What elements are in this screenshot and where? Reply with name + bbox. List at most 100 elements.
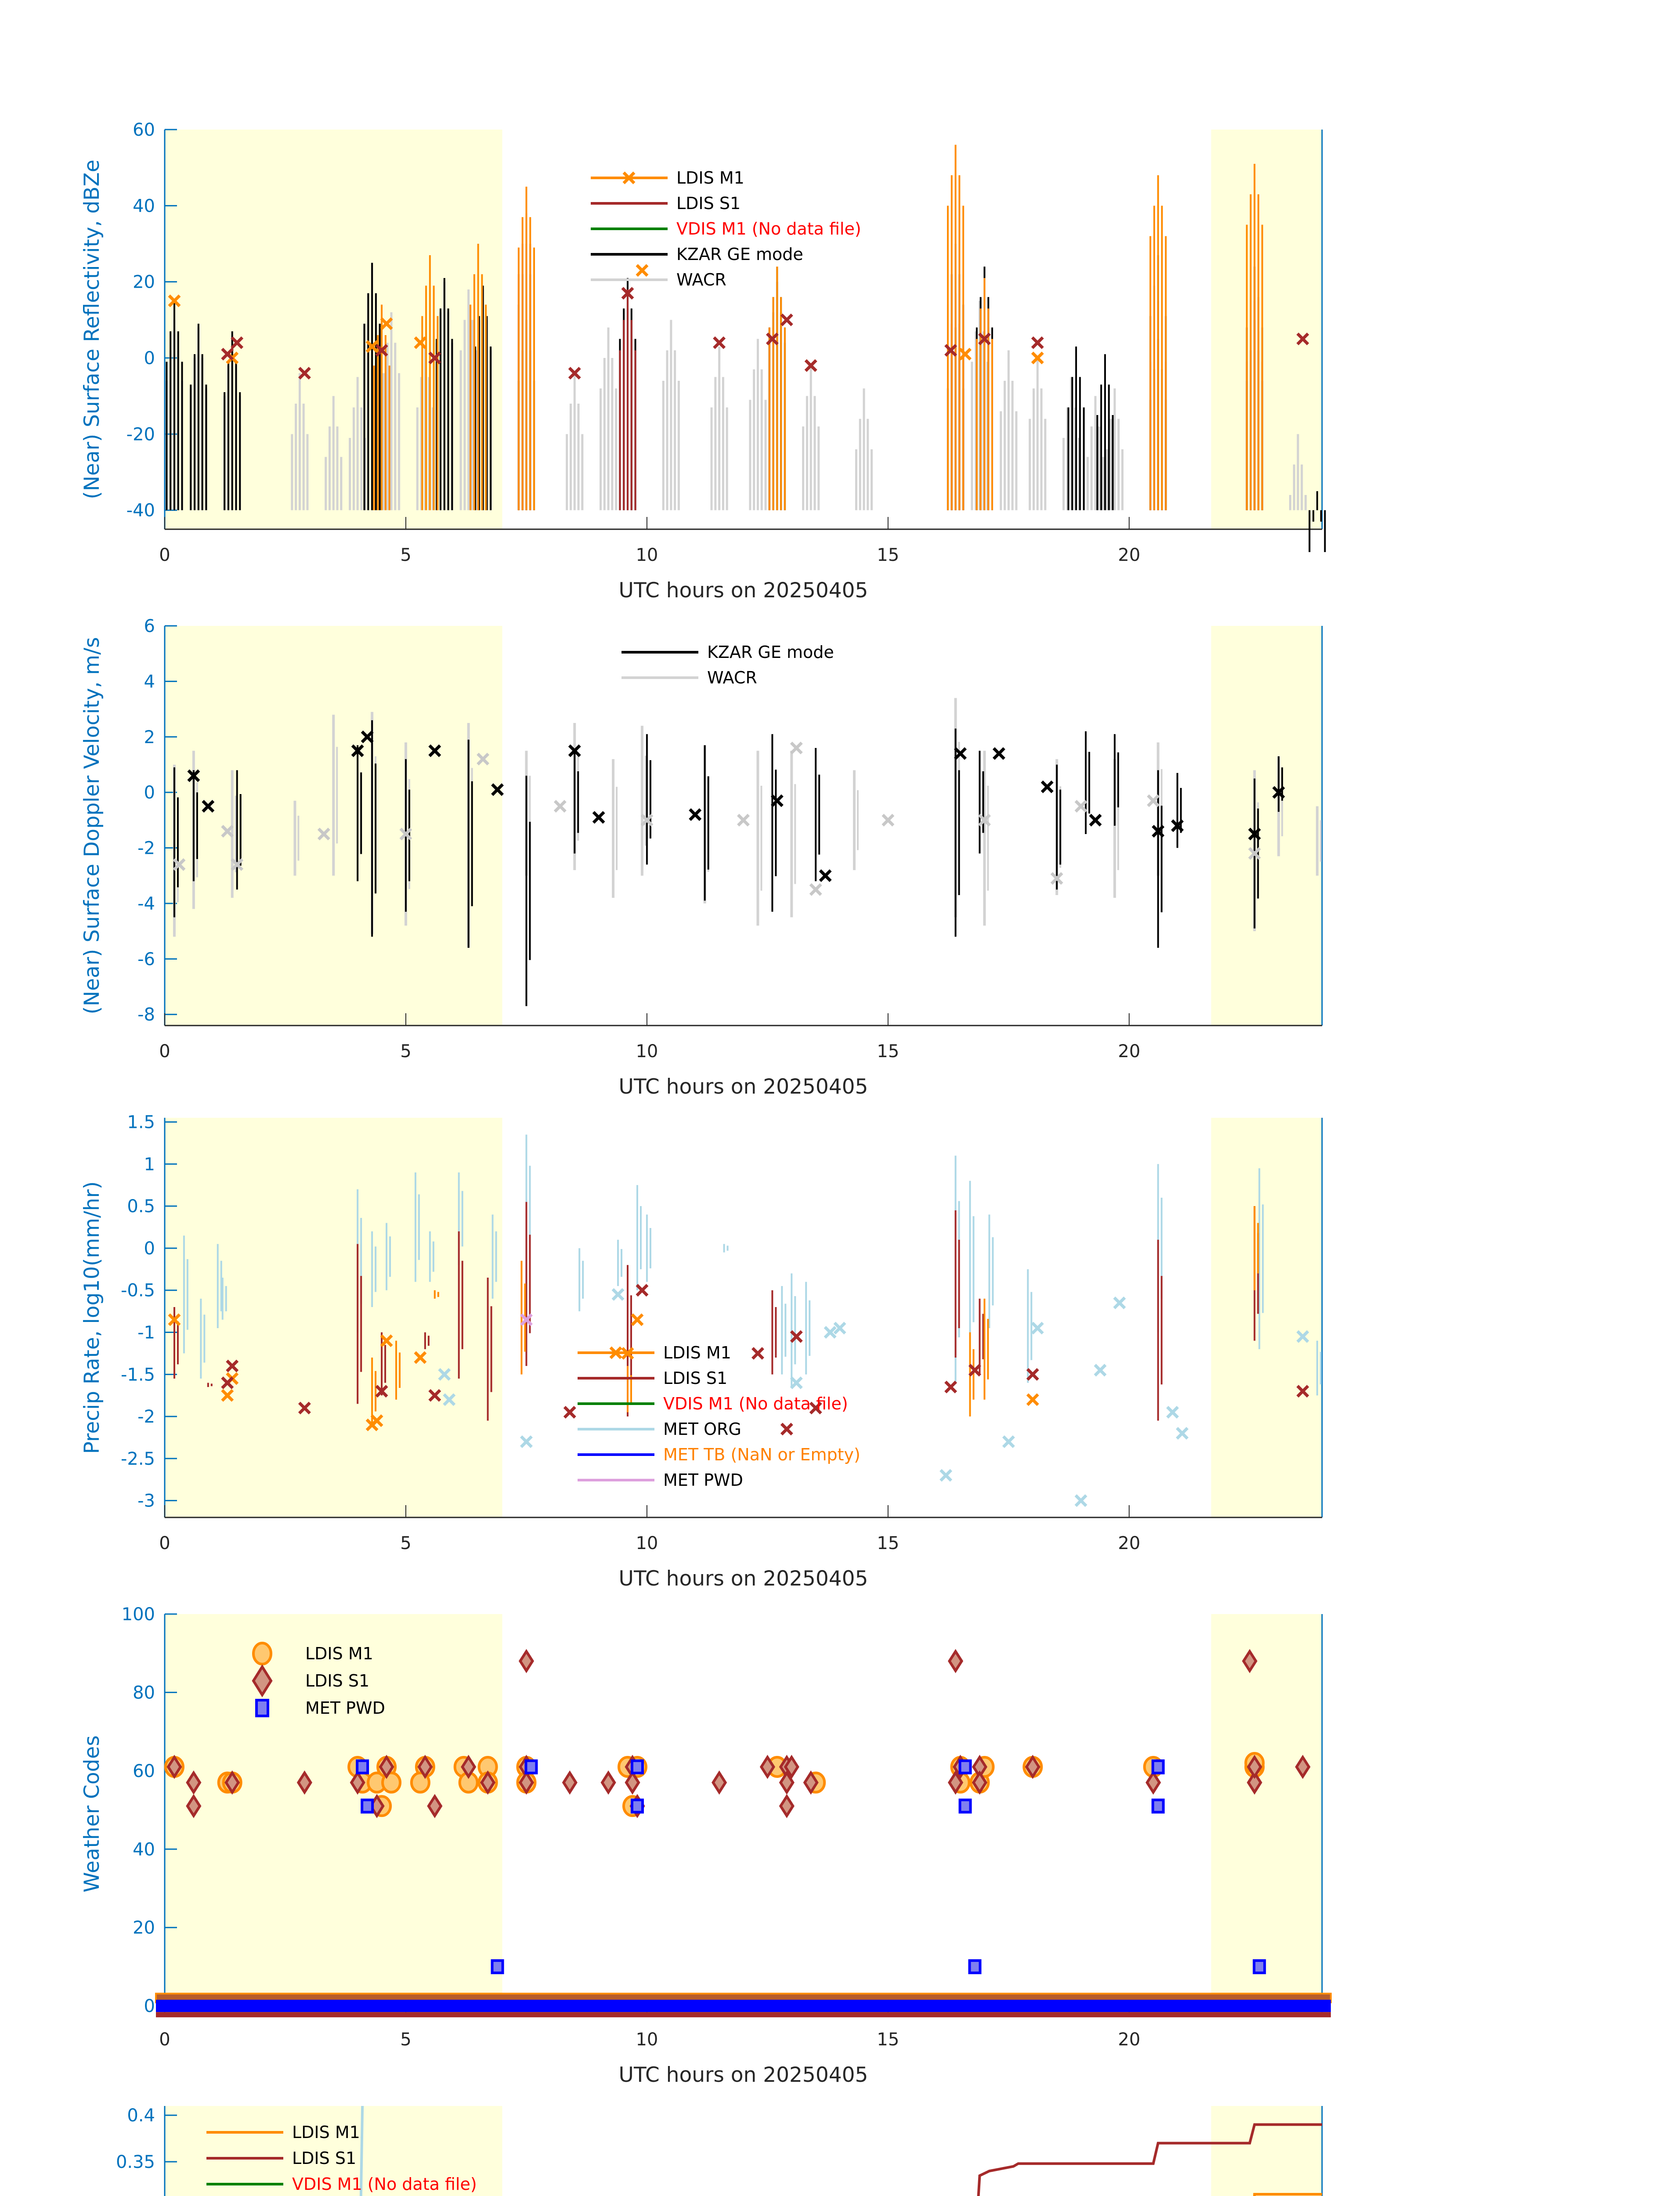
x-tick-label: 15 [877,1533,899,1553]
y-tick-label: 0.4 [127,2106,155,2126]
diamond-marker [1295,1755,1311,1779]
y-tick-label: -40 [126,501,155,521]
night-shade-band [1211,2106,1322,2196]
x-marker [1248,847,1261,860]
x-marker [689,808,702,821]
legend-item: LDIS S1 [206,2149,356,2168]
legend-label: VDIS M1 (No data file) [292,2174,477,2194]
x-marker [1074,1494,1087,1507]
legend-item: LDIS M1 [578,1343,731,1362]
diamond-marker [712,1770,727,1795]
diamond-marker [948,1770,964,1795]
legend-label: LDIS M1 [663,1343,731,1362]
y-tick-label: -2 [137,838,155,859]
square-marker [1151,1759,1165,1774]
legend-label: LDIS M1 [305,1644,373,1663]
square-marker [968,1959,982,1974]
night-shade-band [1211,1614,1322,2014]
y-tick-label: 0 [144,1996,155,2016]
diamond-marker [166,1755,182,1779]
x-marker [992,747,1005,760]
legend-label: MET PWD [663,1470,743,1490]
x-marker [568,367,581,380]
series-line [977,2123,1322,2196]
x-marker [766,332,779,346]
x-marker [636,1284,649,1297]
series-baseline-all- [155,1993,1332,2018]
legend-label: KZAR GE mode [707,643,834,662]
x-marker [568,744,581,757]
x-axis-label: UTC hours on 20250405 [619,578,868,603]
x-marker [1176,1427,1189,1440]
x-tick-label: 10 [636,1041,658,1062]
square-marker [630,1759,644,1774]
y-tick-label: 0.35 [116,2152,155,2172]
square-marker [630,1799,644,1814]
x-marker [819,869,832,882]
square-marker [958,1759,972,1774]
legend-item: WACR [621,668,757,687]
x-marker [438,1368,451,1381]
x-marker [978,813,991,827]
legend: LDIS M1 LDIS S1 VDIS M1 (No data file) KZAR… [591,168,861,289]
panel-doppler_velocity: -8 -6 -4 -2 0 2 4 6 0 5 10 15 20 UTC hours on 2025040… [80,616,1323,1099]
y-tick-label: 20 [133,1918,155,1938]
x-marker [636,264,649,277]
y-axis-label: (Near) Surface Doppler Velocity, m/s [80,637,104,1014]
y-tick-label: -2 [137,1407,155,1427]
legend-item: VDIS M1 (No data file) [578,1394,848,1413]
x-marker [1089,813,1102,827]
diamond-marker [1145,1770,1161,1795]
legend-item: LDIS M1 [252,1642,373,1665]
legend-item: MET TB (NaN or Empty) [578,1445,860,1464]
series-ldis-s1-markers [221,287,1309,380]
x-marker [443,1393,456,1406]
diamond-marker [296,1770,312,1795]
x-tick-label: 0 [159,2030,170,2050]
legend-item: KZAR GE mode [621,643,834,662]
legend-label: LDIS M1 [292,2123,360,2142]
diamond-marker [759,1755,775,1779]
x-marker [780,313,793,326]
square-marker [958,1799,972,1814]
x-marker [298,1401,311,1415]
x-tick-label: 10 [636,2030,658,2050]
series-ldis-m1 [371,1206,1259,1425]
x-marker [939,1469,953,1482]
legend-label: VDIS M1 (No data file) [663,1394,848,1413]
x-marker [1041,780,1054,794]
x-marker [202,800,215,813]
x-marker [221,1389,234,1402]
legend-item: KZAR GE mode [591,245,803,264]
x-tick-label: 20 [1118,1533,1140,1553]
x-marker [609,1346,622,1359]
x-marker [365,340,379,353]
y-tick-label: 1.5 [127,1112,155,1133]
x-marker [370,1414,383,1427]
panel-reflectivity: -40 -20 0 20 40 60 0 5 10 15 20 UTC hours on 202504… [80,120,1326,603]
x-marker [221,825,234,838]
diamond-marker [186,1794,202,1818]
x-marker [621,287,634,300]
legend-item: MET PWD [578,1470,743,1490]
y-tick-label: 0 [144,1239,155,1259]
legend: KZAR GE mode WACR [621,643,834,687]
x-marker [809,1401,822,1415]
x-marker [1113,1296,1126,1309]
square-marker [491,1959,504,1974]
legend-label: MET TB (NaN or Empty) [663,1445,860,1464]
x-marker [375,344,388,357]
night-shade-band [1211,1118,1322,1517]
legend-item: LDIS M1 [591,168,744,188]
square-marker [1253,1959,1266,1974]
diamond-marker [803,1770,819,1795]
diamond-marker [1246,1770,1262,1795]
x-tick-label: 20 [1118,2030,1140,2050]
legend-label: WACR [676,270,726,289]
night-shade-band [165,1118,502,1517]
x-marker [1171,819,1184,832]
y-tick-label: 20 [133,272,155,293]
y-tick-label: 1 [144,1154,155,1174]
